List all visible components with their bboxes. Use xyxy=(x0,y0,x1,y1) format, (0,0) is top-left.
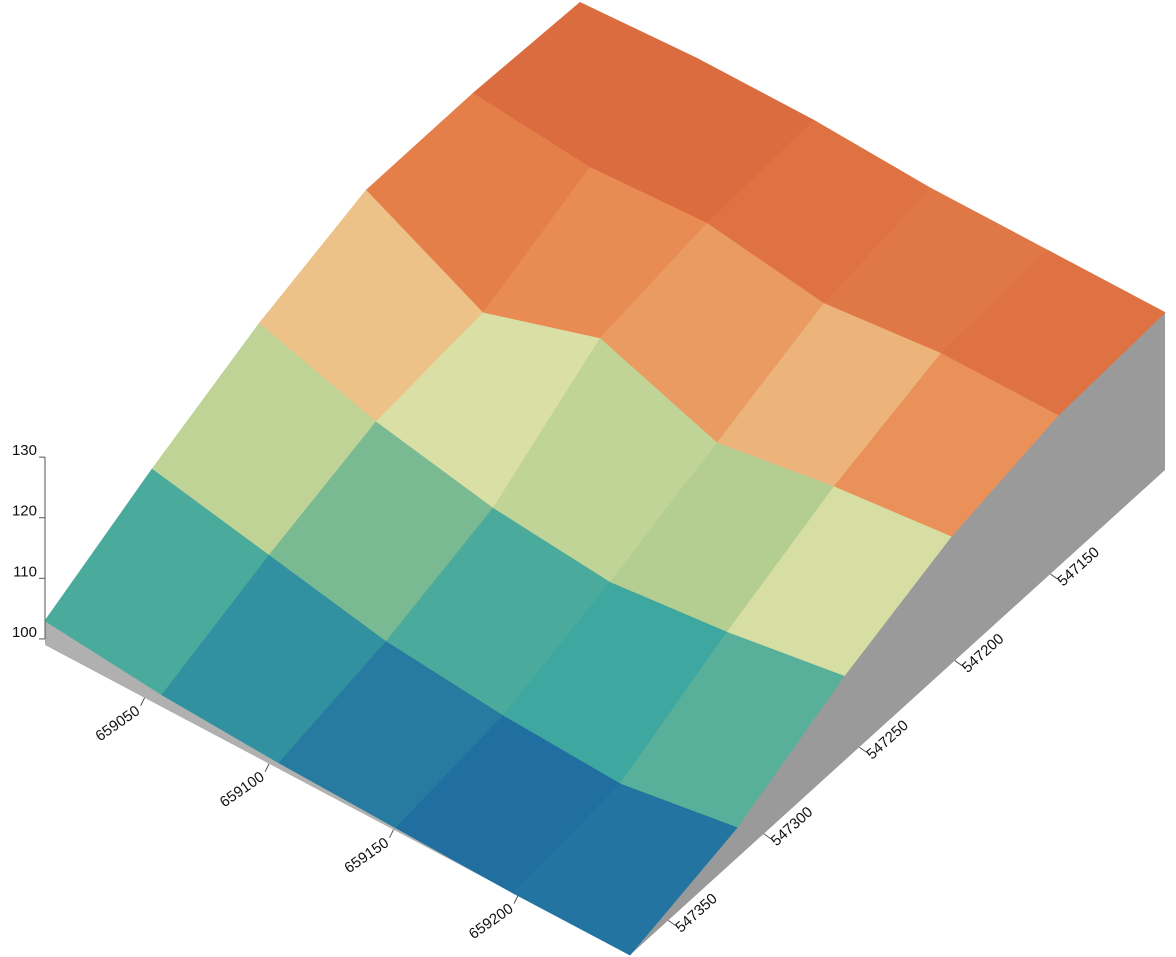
side-wall xyxy=(630,312,1165,955)
x-tick-label: 659050 xyxy=(92,702,143,745)
z-tick-label: 120 xyxy=(12,503,37,520)
z-tick-label: 110 xyxy=(13,563,37,580)
x-tick-label: 659100 xyxy=(217,768,268,811)
y-tick xyxy=(858,746,867,753)
y-tick xyxy=(667,919,676,926)
x-tick-label: 659150 xyxy=(341,834,392,877)
y-tick xyxy=(763,833,772,840)
z-tick-label: 100 xyxy=(12,624,37,641)
x-tick xyxy=(513,895,519,904)
y-tick xyxy=(1050,573,1058,580)
y-tick xyxy=(954,660,963,666)
surface-patch xyxy=(512,783,738,956)
x-tick-label: 659200 xyxy=(466,900,517,943)
x-tick xyxy=(264,763,270,772)
x-tick xyxy=(140,697,146,706)
z-tick-label: 130 xyxy=(12,442,37,459)
x-tick xyxy=(389,829,394,838)
